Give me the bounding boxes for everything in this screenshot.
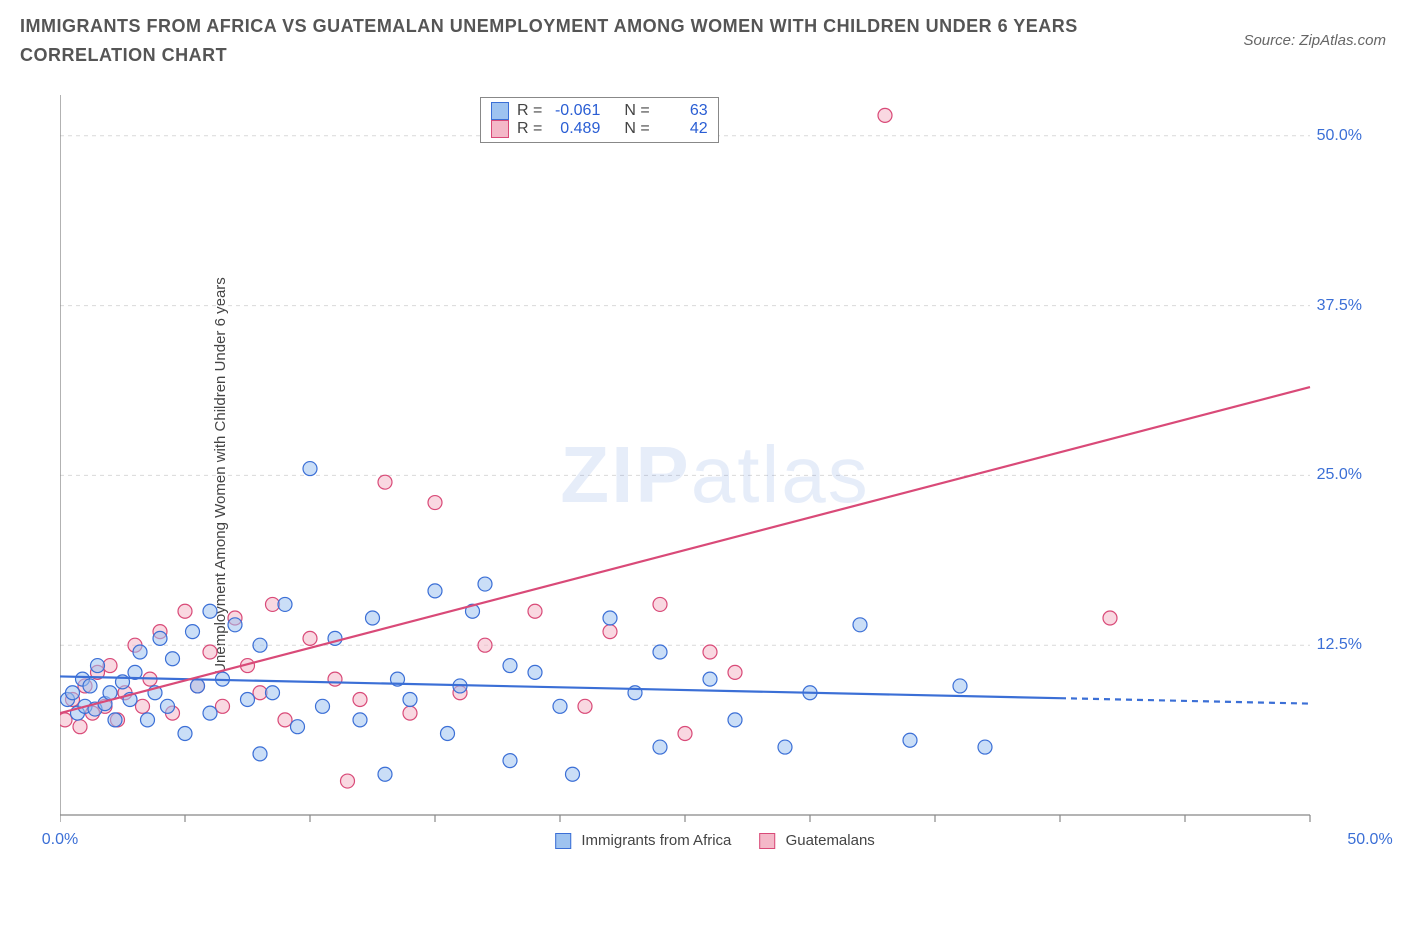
stat-n-value-b: 42 <box>658 120 708 138</box>
stat-r-value-a: -0.061 <box>550 102 600 120</box>
series-legend: Immigrants from Africa Guatemalans <box>555 832 875 849</box>
y-tick-label: 50.0% <box>1317 127 1362 145</box>
stat-n-value-a: 63 <box>658 102 708 120</box>
legend-swatch-series-a <box>491 102 509 120</box>
stat-r-label-b: R = <box>517 120 542 138</box>
stat-n-label-a: N = <box>624 102 649 120</box>
x-tick-max: 50.0% <box>1347 831 1392 849</box>
stat-n-label-b: N = <box>624 120 649 138</box>
source-attribution: Source: ZipAtlas.com <box>1243 12 1386 49</box>
legend-label-a: Immigrants from Africa <box>581 832 731 849</box>
y-tick-label: 25.0% <box>1317 466 1362 484</box>
stat-r-label-a: R = <box>517 102 542 120</box>
stat-r-value-b: 0.489 <box>550 120 600 138</box>
legend-swatch-series-b <box>491 120 509 138</box>
legend-item-a: Immigrants from Africa <box>555 832 731 849</box>
correlation-stats-box: R = -0.061 N = 63 R = 0.489 N = 42 <box>480 97 719 143</box>
chart-title: IMMIGRANTS FROM AFRICA VS GUATEMALAN UNE… <box>20 12 1170 70</box>
plot-svg <box>60 95 1370 855</box>
legend-swatch-a-icon <box>555 833 571 849</box>
x-tick-min: 0.0% <box>42 831 78 849</box>
scatter-chart: ZIPatlas R = -0.061 N = 63 R = 0.489 N =… <box>60 95 1370 855</box>
y-tick-label: 37.5% <box>1317 297 1362 315</box>
legend-item-b: Guatemalans <box>759 832 874 849</box>
legend-label-b: Guatemalans <box>786 832 875 849</box>
y-tick-label: 12.5% <box>1317 636 1362 654</box>
legend-swatch-b-icon <box>759 833 775 849</box>
